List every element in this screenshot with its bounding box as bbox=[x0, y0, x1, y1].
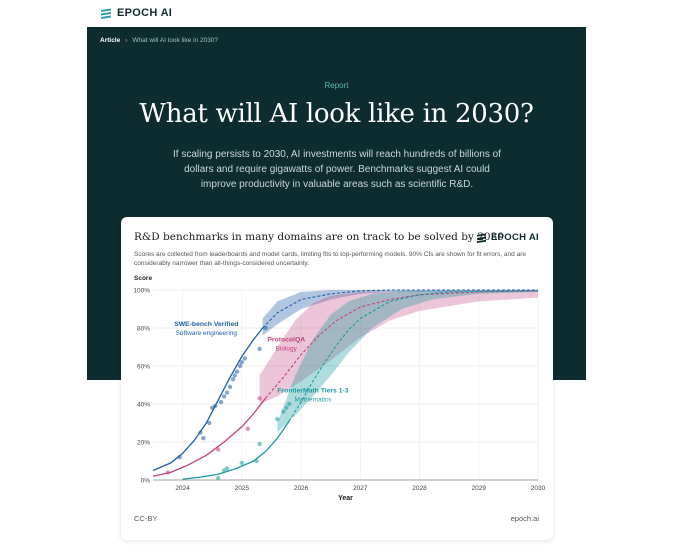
data-point bbox=[263, 325, 268, 331]
data-point bbox=[234, 369, 240, 374]
series-name-label: ProtocolQA bbox=[267, 336, 305, 343]
fit-line bbox=[182, 420, 290, 480]
series-domain-label: Software engineering bbox=[176, 330, 238, 337]
data-point bbox=[284, 405, 289, 410]
data-point bbox=[281, 409, 286, 414]
data-point bbox=[257, 396, 262, 401]
data-point bbox=[239, 360, 245, 365]
x-tick-label: 2028 bbox=[412, 485, 427, 492]
x-tick-label: 2024 bbox=[175, 485, 190, 492]
ci-band bbox=[259, 290, 538, 404]
y-tick-label: 80% bbox=[137, 326, 150, 333]
chart-description: Scores are collected from leaderboards a… bbox=[134, 251, 526, 267]
y-tick-label: 20% bbox=[137, 440, 150, 447]
y-axis-label: Score bbox=[134, 275, 153, 282]
chart-title: R&D benchmarks in many domains are on tr… bbox=[134, 231, 504, 243]
y-tick-label: 60% bbox=[137, 364, 150, 371]
data-point bbox=[257, 441, 262, 447]
data-point bbox=[242, 356, 248, 361]
chart-card: R&D benchmarks in many domains are on tr… bbox=[121, 217, 553, 540]
data-point bbox=[275, 417, 280, 422]
benchmark-chart: 0% 20% 40% 60% 80% 100% 2024 2025 2026 2027 2028 20… bbox=[133, 288, 546, 503]
epoch-logo-icon bbox=[101, 8, 111, 19]
data-point bbox=[254, 458, 259, 464]
card-brand-logo: EPOCH AI bbox=[476, 232, 539, 243]
fit-line bbox=[152, 327, 264, 472]
card-brand-name: EPOCH AI bbox=[491, 232, 539, 243]
x-tick-label: 2030 bbox=[531, 485, 546, 492]
data-point bbox=[215, 475, 221, 481]
data-point bbox=[237, 363, 243, 369]
series-name-label: FrontierMath Tiers 1-3 bbox=[277, 388, 348, 395]
data-point bbox=[207, 420, 212, 426]
brand-name: EPOCH AI bbox=[117, 7, 173, 19]
y-tick-label: 0% bbox=[141, 478, 151, 485]
data-point bbox=[239, 460, 245, 466]
data-point bbox=[230, 377, 236, 382]
y-tick-label: 40% bbox=[137, 402, 150, 409]
y-tick-label: 100% bbox=[133, 288, 150, 295]
series-domain-label: Mathematics bbox=[294, 397, 332, 404]
breadcrumb: Article › What will AI look like in 2030… bbox=[100, 37, 218, 44]
data-point bbox=[221, 394, 227, 399]
projection-line bbox=[265, 290, 539, 399]
x-tick-label: 2026 bbox=[294, 485, 309, 492]
fit-line bbox=[152, 397, 267, 477]
report-kicker: Report bbox=[324, 81, 349, 90]
series-domain-label: Biology bbox=[276, 345, 298, 352]
x-tick-label: 2029 bbox=[472, 485, 487, 492]
x-tick-label: 2027 bbox=[353, 485, 368, 492]
page-title: What will AI look like in 2030? bbox=[139, 99, 534, 129]
data-point bbox=[224, 466, 230, 471]
data-point bbox=[215, 447, 221, 452]
license-label: CC-BY bbox=[134, 514, 158, 523]
data-point bbox=[287, 401, 292, 407]
x-tick-label: 2025 bbox=[235, 485, 250, 492]
breadcrumb-section[interactable]: Article bbox=[100, 37, 121, 44]
data-point bbox=[165, 470, 171, 475]
data-point bbox=[245, 426, 250, 431]
projection-line bbox=[262, 289, 538, 329]
epoch-logo-icon bbox=[476, 232, 487, 243]
data-point bbox=[212, 403, 218, 409]
series-name-label: SWE-bench Verified bbox=[174, 321, 238, 328]
data-point bbox=[227, 384, 233, 390]
data-point bbox=[201, 436, 206, 441]
top-nav: EPOCH AI bbox=[0, 0, 678, 27]
source-link[interactable]: epoch.ai bbox=[510, 514, 539, 523]
data-point bbox=[177, 455, 182, 460]
data-point bbox=[257, 346, 262, 352]
ci-band bbox=[277, 290, 538, 433]
data-point bbox=[218, 399, 224, 405]
breadcrumb-current: What will AI look like in 2030? bbox=[132, 37, 219, 44]
x-axis-label: Year bbox=[338, 495, 353, 502]
brand-logo[interactable]: EPOCH AI bbox=[100, 7, 172, 19]
page-lede: If scaling persists to 2030, AI investme… bbox=[173, 149, 501, 190]
breadcrumb-separator: › bbox=[125, 37, 128, 44]
data-point bbox=[224, 390, 230, 395]
data-point bbox=[232, 373, 237, 378]
data-point bbox=[198, 430, 203, 435]
